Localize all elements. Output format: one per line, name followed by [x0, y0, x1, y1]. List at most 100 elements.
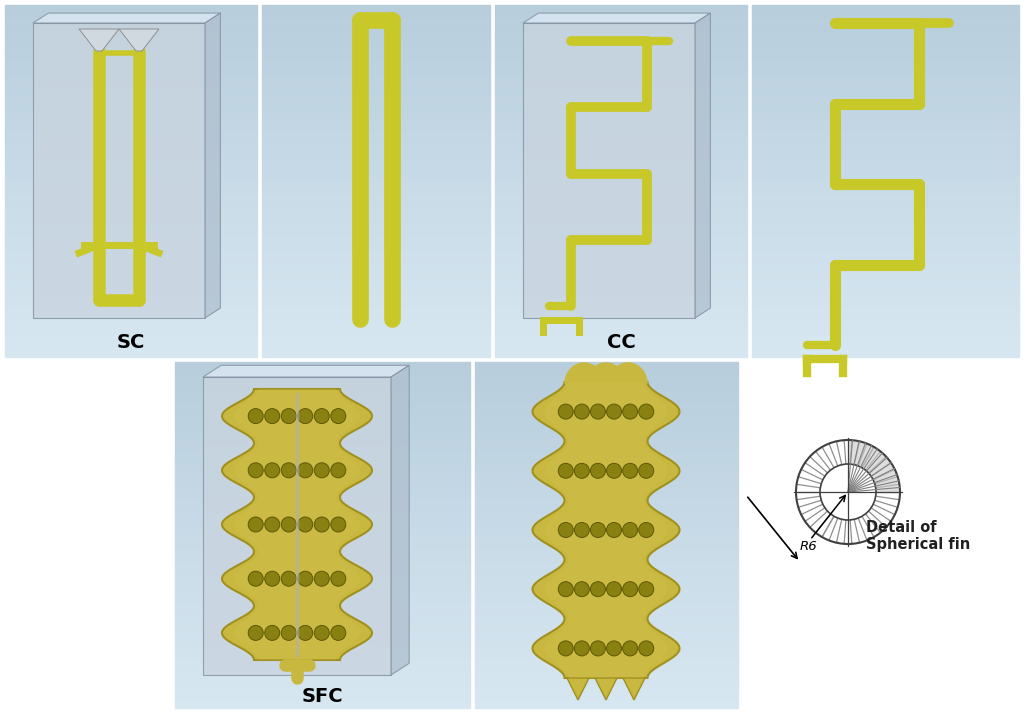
Circle shape — [591, 463, 605, 478]
Bar — [262, 315, 490, 322]
Circle shape — [591, 582, 605, 597]
Bar — [175, 549, 470, 556]
Bar — [495, 75, 746, 82]
Bar — [752, 209, 1019, 216]
Bar — [262, 33, 490, 40]
Circle shape — [606, 404, 622, 419]
Bar — [175, 583, 470, 591]
Bar — [495, 223, 746, 230]
Bar — [752, 301, 1019, 307]
Circle shape — [574, 523, 590, 538]
Circle shape — [623, 463, 638, 478]
Bar — [175, 570, 470, 576]
Bar — [475, 563, 738, 570]
Bar — [475, 369, 738, 376]
Bar — [262, 160, 490, 167]
Bar — [5, 322, 257, 329]
Circle shape — [282, 571, 296, 586]
Bar — [752, 202, 1019, 209]
Polygon shape — [695, 13, 711, 318]
Bar — [475, 459, 738, 465]
Circle shape — [282, 408, 296, 423]
Bar — [752, 75, 1019, 82]
Bar — [175, 445, 470, 452]
Bar — [5, 287, 257, 294]
Polygon shape — [391, 365, 410, 675]
Circle shape — [639, 523, 653, 538]
Bar — [752, 258, 1019, 265]
Bar — [175, 674, 470, 680]
Bar — [495, 188, 746, 195]
Bar — [175, 528, 470, 535]
Bar — [262, 195, 490, 202]
Circle shape — [314, 408, 330, 423]
Polygon shape — [119, 29, 159, 51]
Bar — [495, 97, 746, 104]
Bar — [475, 674, 738, 680]
Bar — [495, 89, 746, 97]
Bar — [475, 625, 738, 632]
Bar — [752, 153, 1019, 160]
Bar — [495, 12, 746, 19]
Bar — [5, 153, 257, 160]
Bar — [495, 272, 746, 280]
Bar — [175, 362, 470, 369]
Polygon shape — [205, 13, 220, 318]
Bar — [5, 216, 257, 223]
Bar — [262, 132, 490, 139]
Bar — [262, 287, 490, 294]
Circle shape — [591, 404, 605, 419]
Bar — [262, 47, 490, 54]
Bar — [475, 500, 738, 508]
Bar — [5, 301, 257, 307]
Circle shape — [331, 517, 346, 532]
Bar — [175, 452, 470, 459]
Circle shape — [639, 404, 653, 419]
Bar — [262, 97, 490, 104]
Polygon shape — [33, 13, 220, 23]
Bar — [495, 160, 746, 167]
Bar — [262, 146, 490, 153]
Bar — [175, 521, 470, 528]
Circle shape — [558, 404, 573, 419]
Bar — [262, 19, 490, 26]
Bar — [475, 473, 738, 480]
Bar — [752, 19, 1019, 26]
Circle shape — [331, 408, 346, 423]
Bar — [5, 202, 257, 209]
Circle shape — [248, 463, 263, 478]
Bar — [752, 315, 1019, 322]
Polygon shape — [623, 678, 645, 700]
Circle shape — [820, 464, 876, 520]
Circle shape — [574, 641, 590, 656]
Text: CC: CC — [606, 333, 635, 352]
Circle shape — [606, 582, 622, 597]
Bar — [495, 69, 746, 75]
Bar — [175, 369, 470, 376]
Bar — [495, 104, 746, 111]
Bar — [175, 424, 470, 431]
Bar — [475, 687, 738, 694]
Circle shape — [314, 517, 330, 532]
Bar — [752, 174, 1019, 181]
Bar — [5, 188, 257, 195]
Bar — [752, 245, 1019, 252]
Bar — [475, 438, 738, 445]
Bar — [5, 237, 257, 245]
Circle shape — [558, 463, 573, 478]
Bar — [495, 124, 746, 132]
Text: R6: R6 — [799, 540, 817, 553]
Bar — [175, 659, 470, 666]
Bar — [175, 431, 470, 438]
Bar — [752, 230, 1019, 237]
Bar — [175, 638, 470, 646]
Bar — [262, 343, 490, 350]
Circle shape — [331, 626, 346, 641]
Bar — [475, 618, 738, 625]
Bar — [752, 307, 1019, 315]
Bar — [475, 694, 738, 701]
Bar — [5, 104, 257, 111]
Polygon shape — [595, 678, 617, 700]
Bar — [175, 500, 470, 508]
Circle shape — [248, 626, 263, 641]
